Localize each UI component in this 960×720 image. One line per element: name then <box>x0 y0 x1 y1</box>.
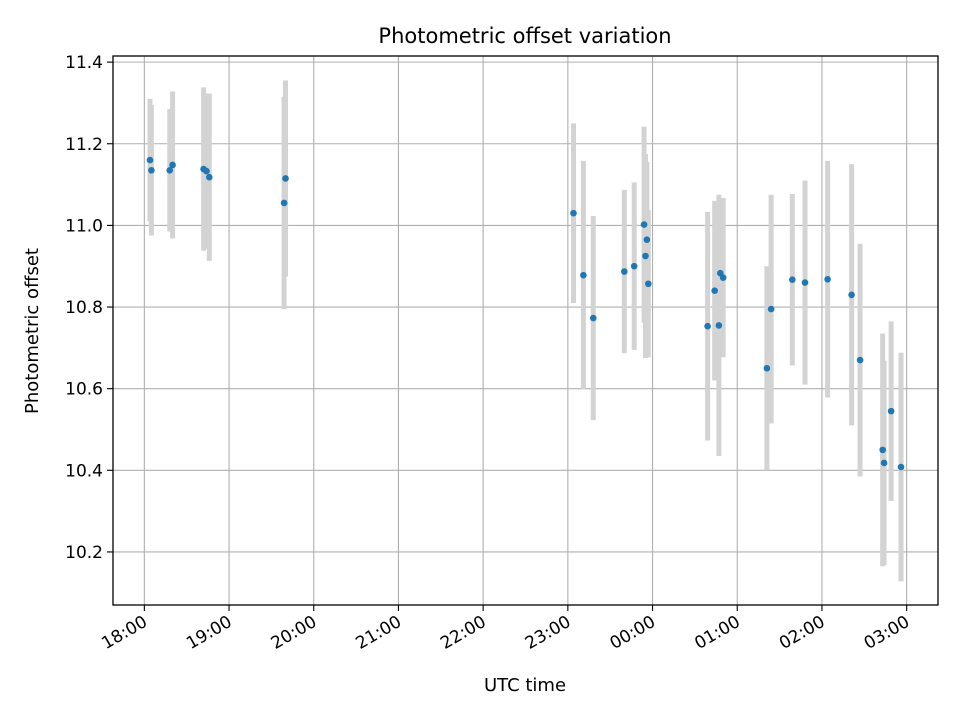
data-point <box>205 173 213 181</box>
y-axis-title: Photometric offset <box>22 248 43 414</box>
data-point <box>203 167 210 175</box>
data-point <box>643 236 651 243</box>
data-point <box>642 252 649 260</box>
data-point <box>621 268 628 275</box>
y-tick-label: 10.6 <box>65 380 103 400</box>
data-point <box>704 322 711 330</box>
x-axis-title: UTC time <box>484 675 566 696</box>
data-point <box>169 161 176 169</box>
chart-title: Photometric offset variation <box>378 24 671 48</box>
data-point <box>887 407 895 415</box>
data-point <box>630 262 638 270</box>
data-point <box>589 314 597 322</box>
data-point <box>640 221 648 228</box>
y-axis-ticks: 10.2 10.4 10.6 10.8 11.0 11.2 11.4 <box>65 53 113 563</box>
data-point <box>148 166 155 174</box>
data-point <box>711 287 718 295</box>
y-tick-label: 11.4 <box>65 53 103 73</box>
y-tick-label: 11.2 <box>65 135 103 155</box>
y-tick-label: 10.8 <box>65 298 103 318</box>
data-point <box>763 364 771 372</box>
data-point <box>879 446 886 454</box>
data-point <box>715 322 723 329</box>
data-point <box>801 279 809 286</box>
y-tick-label: 10.4 <box>65 461 103 481</box>
data-point <box>645 280 652 288</box>
data-point <box>824 275 831 283</box>
data-point <box>570 209 577 217</box>
data-points <box>146 156 905 471</box>
plot-frame <box>112 55 939 606</box>
data-point <box>282 175 289 182</box>
data-point <box>166 166 174 174</box>
data-point <box>848 291 855 299</box>
grid <box>113 56 938 605</box>
data-point <box>880 459 888 467</box>
data-point <box>580 271 587 279</box>
y-tick-label: 10.2 <box>65 543 103 563</box>
data-point <box>856 356 864 364</box>
data-point <box>767 305 775 313</box>
data-point <box>789 276 796 283</box>
y-tick-label: 11.0 <box>65 216 103 236</box>
data-point <box>719 274 727 281</box>
data-point <box>897 463 905 471</box>
data-point <box>280 199 288 207</box>
data-point <box>146 156 154 164</box>
